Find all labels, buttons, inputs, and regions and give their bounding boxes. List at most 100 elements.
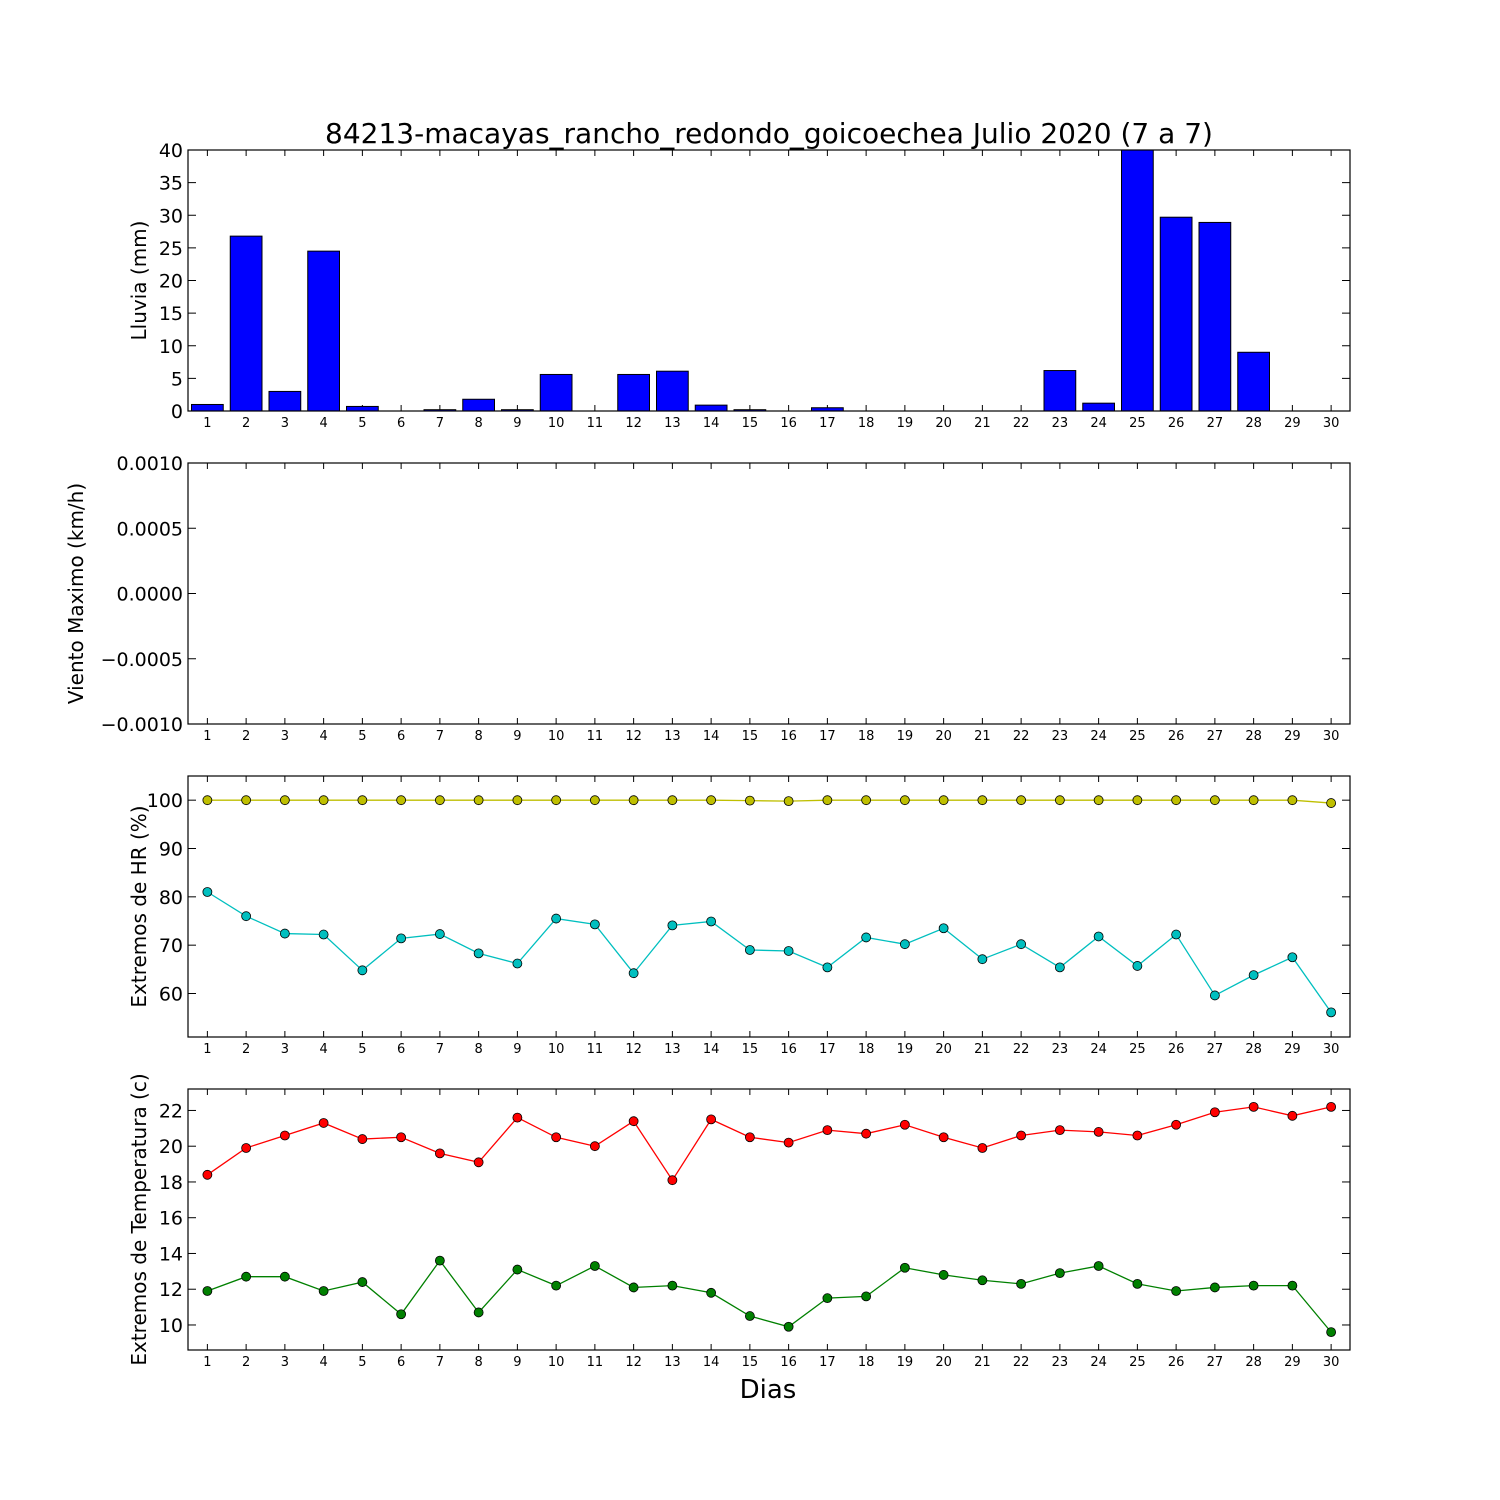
x-tick-label: 30: [1323, 416, 1340, 431]
data-point: [318, 1118, 329, 1128]
data-point: [202, 887, 213, 897]
x-tick-label: 10: [548, 1042, 565, 1057]
x-tick-label: 2: [242, 729, 250, 744]
x-tick-label: 9: [513, 729, 521, 744]
data-point: [1209, 795, 1220, 806]
x-tick-label: 12: [625, 1042, 642, 1057]
y-tick-label: 0: [171, 401, 183, 423]
x-tick-label: 30: [1323, 1042, 1340, 1057]
data-point: [1248, 795, 1259, 806]
y-tick-label: 14: [159, 1243, 183, 1265]
x-tick-label: 7: [436, 416, 444, 431]
y-axis-label: Lluvia (mm): [127, 221, 151, 341]
axes-frame: [187, 1088, 1351, 1351]
data-point: [473, 795, 484, 806]
data-point: [1171, 1119, 1182, 1130]
rain-bar: [268, 390, 302, 412]
x-axis-label: Dias: [740, 1375, 797, 1405]
x-tick-label: 26: [1168, 416, 1185, 431]
y-tick-label: 35: [159, 173, 183, 195]
x-tick-label: 23: [1052, 416, 1069, 431]
x-tick-label: 8: [474, 1355, 482, 1370]
y-tick-label: 30: [159, 205, 183, 227]
data-point: [783, 796, 794, 807]
data-point: [1171, 929, 1182, 940]
y-tick-label: 20: [159, 1136, 183, 1158]
rain-bar: [1082, 402, 1115, 412]
data-point: [822, 1293, 833, 1304]
x-tick-label: 22: [1013, 729, 1030, 744]
data-point: [1054, 1125, 1065, 1136]
data-point: [241, 1271, 252, 1282]
data-point: [744, 795, 755, 806]
data-point: [396, 795, 407, 806]
data-point: [318, 795, 329, 806]
x-tick-label: 6: [397, 1042, 405, 1057]
x-tick-label: 14: [703, 1355, 720, 1370]
data-point: [1326, 1327, 1337, 1338]
data-point: [589, 919, 600, 930]
data-point: [861, 1291, 872, 1302]
data-point: [551, 913, 562, 924]
rain-bar: [617, 373, 650, 412]
data-point: [1248, 1280, 1259, 1291]
x-tick-label: 1: [203, 1042, 211, 1057]
x-tick-label: 10: [548, 729, 565, 744]
data-point: [279, 1130, 290, 1141]
data-point: [512, 795, 523, 806]
data-point: [667, 920, 678, 931]
y-tick-label: 5: [171, 368, 183, 390]
rain-bar: [462, 398, 495, 412]
x-tick-label: 7: [436, 1042, 444, 1057]
rain-bar: [307, 250, 340, 412]
data-point: [1287, 952, 1298, 963]
data-point: [1093, 795, 1104, 806]
x-tick-label: 17: [819, 729, 836, 744]
data-point: [977, 795, 988, 806]
x-tick-label: 1: [203, 729, 211, 744]
data-point: [241, 911, 252, 922]
x-tick-label: 4: [319, 416, 327, 431]
x-tick-label: 27: [1207, 729, 1224, 744]
x-tick-label: 7: [436, 1355, 444, 1370]
rain-bar: [191, 403, 224, 412]
data-point: [628, 795, 639, 806]
x-tick-label: 24: [1090, 1042, 1107, 1057]
data-point: [938, 1270, 949, 1280]
data-point: [706, 1114, 717, 1125]
data-point: [899, 795, 910, 806]
x-tick-label: 9: [513, 416, 521, 431]
x-tick-label: 29: [1284, 1042, 1301, 1057]
data-point: [434, 1255, 445, 1266]
data-point: [744, 945, 755, 955]
x-tick-label: 17: [819, 1042, 836, 1057]
data-point: [1326, 1007, 1337, 1018]
data-point: [667, 1175, 678, 1186]
data-point: [1016, 795, 1027, 806]
x-tick-label: 13: [664, 729, 681, 744]
x-tick-label: 12: [625, 416, 642, 431]
x-tick-label: 20: [935, 1355, 952, 1370]
y-tick-label: 18: [159, 1172, 183, 1194]
series-line: [207, 799, 1332, 804]
x-tick-label: 5: [358, 1042, 366, 1057]
x-tick-label: 25: [1129, 1355, 1146, 1370]
series-line: [207, 1259, 1332, 1333]
x-tick-label: 30: [1323, 1355, 1340, 1370]
data-point: [822, 962, 833, 973]
data-point: [1171, 1286, 1182, 1296]
series-line: [207, 891, 1332, 1013]
x-tick-label: 28: [1245, 416, 1262, 431]
data-point: [1016, 1278, 1027, 1289]
axes-frame: [187, 462, 1351, 725]
data-point: [473, 1307, 484, 1318]
data-point: [899, 1262, 910, 1273]
x-tick-label: 16: [780, 416, 797, 431]
x-tick-label: 13: [664, 1042, 681, 1057]
rain-bar: [656, 370, 689, 412]
rain-bar: [1198, 221, 1232, 412]
